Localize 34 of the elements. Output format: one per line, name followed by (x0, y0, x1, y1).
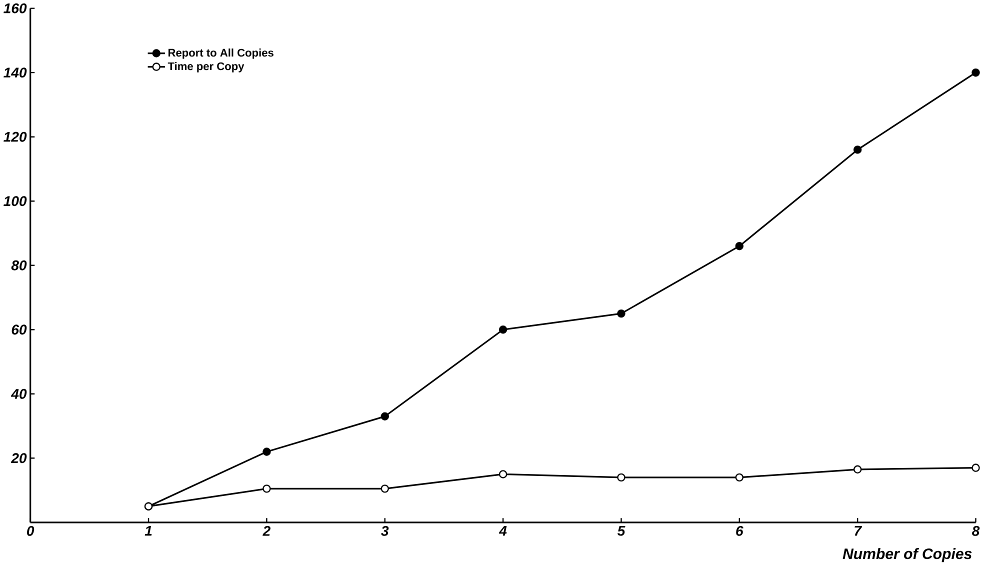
x-tick-label: 5 (617, 526, 626, 536)
x-tick-label: 4 (498, 526, 507, 536)
y-tick-label: 60 (12, 324, 27, 334)
legend-label: Report to All Copies (168, 48, 274, 59)
x-tick-label: 2 (262, 526, 270, 536)
y-tick-label: 40 (10, 388, 27, 399)
y-tick-label: 120 (4, 132, 27, 142)
point (972, 463, 980, 472)
point (262, 484, 271, 493)
point (853, 465, 862, 474)
y-tick-label: 80 (11, 260, 27, 270)
x-tick-label: 8 (972, 526, 980, 536)
point (617, 473, 626, 482)
point (617, 309, 626, 318)
point (380, 484, 389, 493)
x-tick-label: 0 (27, 526, 34, 536)
y-tick-label: 100 (4, 196, 27, 206)
legend-label: Time per Copy (168, 62, 244, 72)
x-axis-title: Number of Copies (842, 548, 972, 562)
point (735, 242, 744, 250)
point (972, 68, 980, 76)
x-tick-label: 1 (144, 526, 152, 536)
x-tick-label: 6 (736, 526, 744, 536)
point (498, 470, 508, 478)
point (380, 412, 389, 420)
y-tick-label: 140 (4, 67, 27, 78)
point (498, 325, 508, 334)
y-tick-label: 20 (10, 452, 27, 463)
x-tick-label: 7 (854, 526, 862, 536)
point (853, 145, 862, 154)
x-tick-label: 3 (381, 526, 389, 536)
y-tick-label: 160 (4, 3, 27, 14)
point (262, 447, 271, 456)
point (735, 473, 744, 482)
